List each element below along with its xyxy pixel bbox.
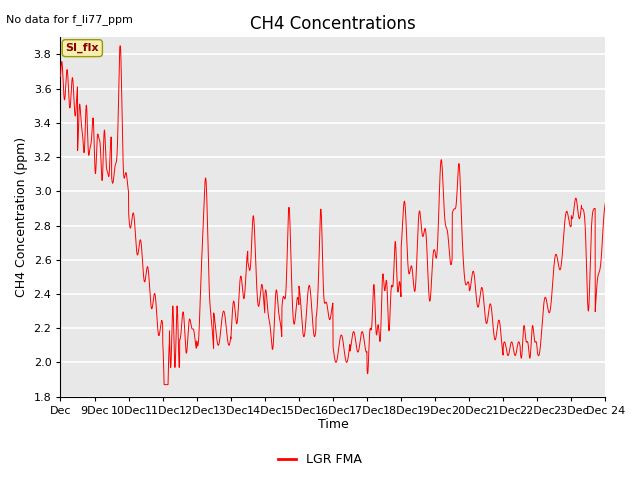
Text: SI_flx: SI_flx [65, 43, 99, 53]
Legend: LGR FMA: LGR FMA [273, 448, 367, 471]
Text: No data for f_li77_ppm: No data for f_li77_ppm [6, 14, 133, 25]
X-axis label: Time: Time [317, 419, 348, 432]
Title: CH4 Concentrations: CH4 Concentrations [250, 15, 416, 33]
Y-axis label: CH4 Concentration (ppm): CH4 Concentration (ppm) [15, 137, 28, 297]
